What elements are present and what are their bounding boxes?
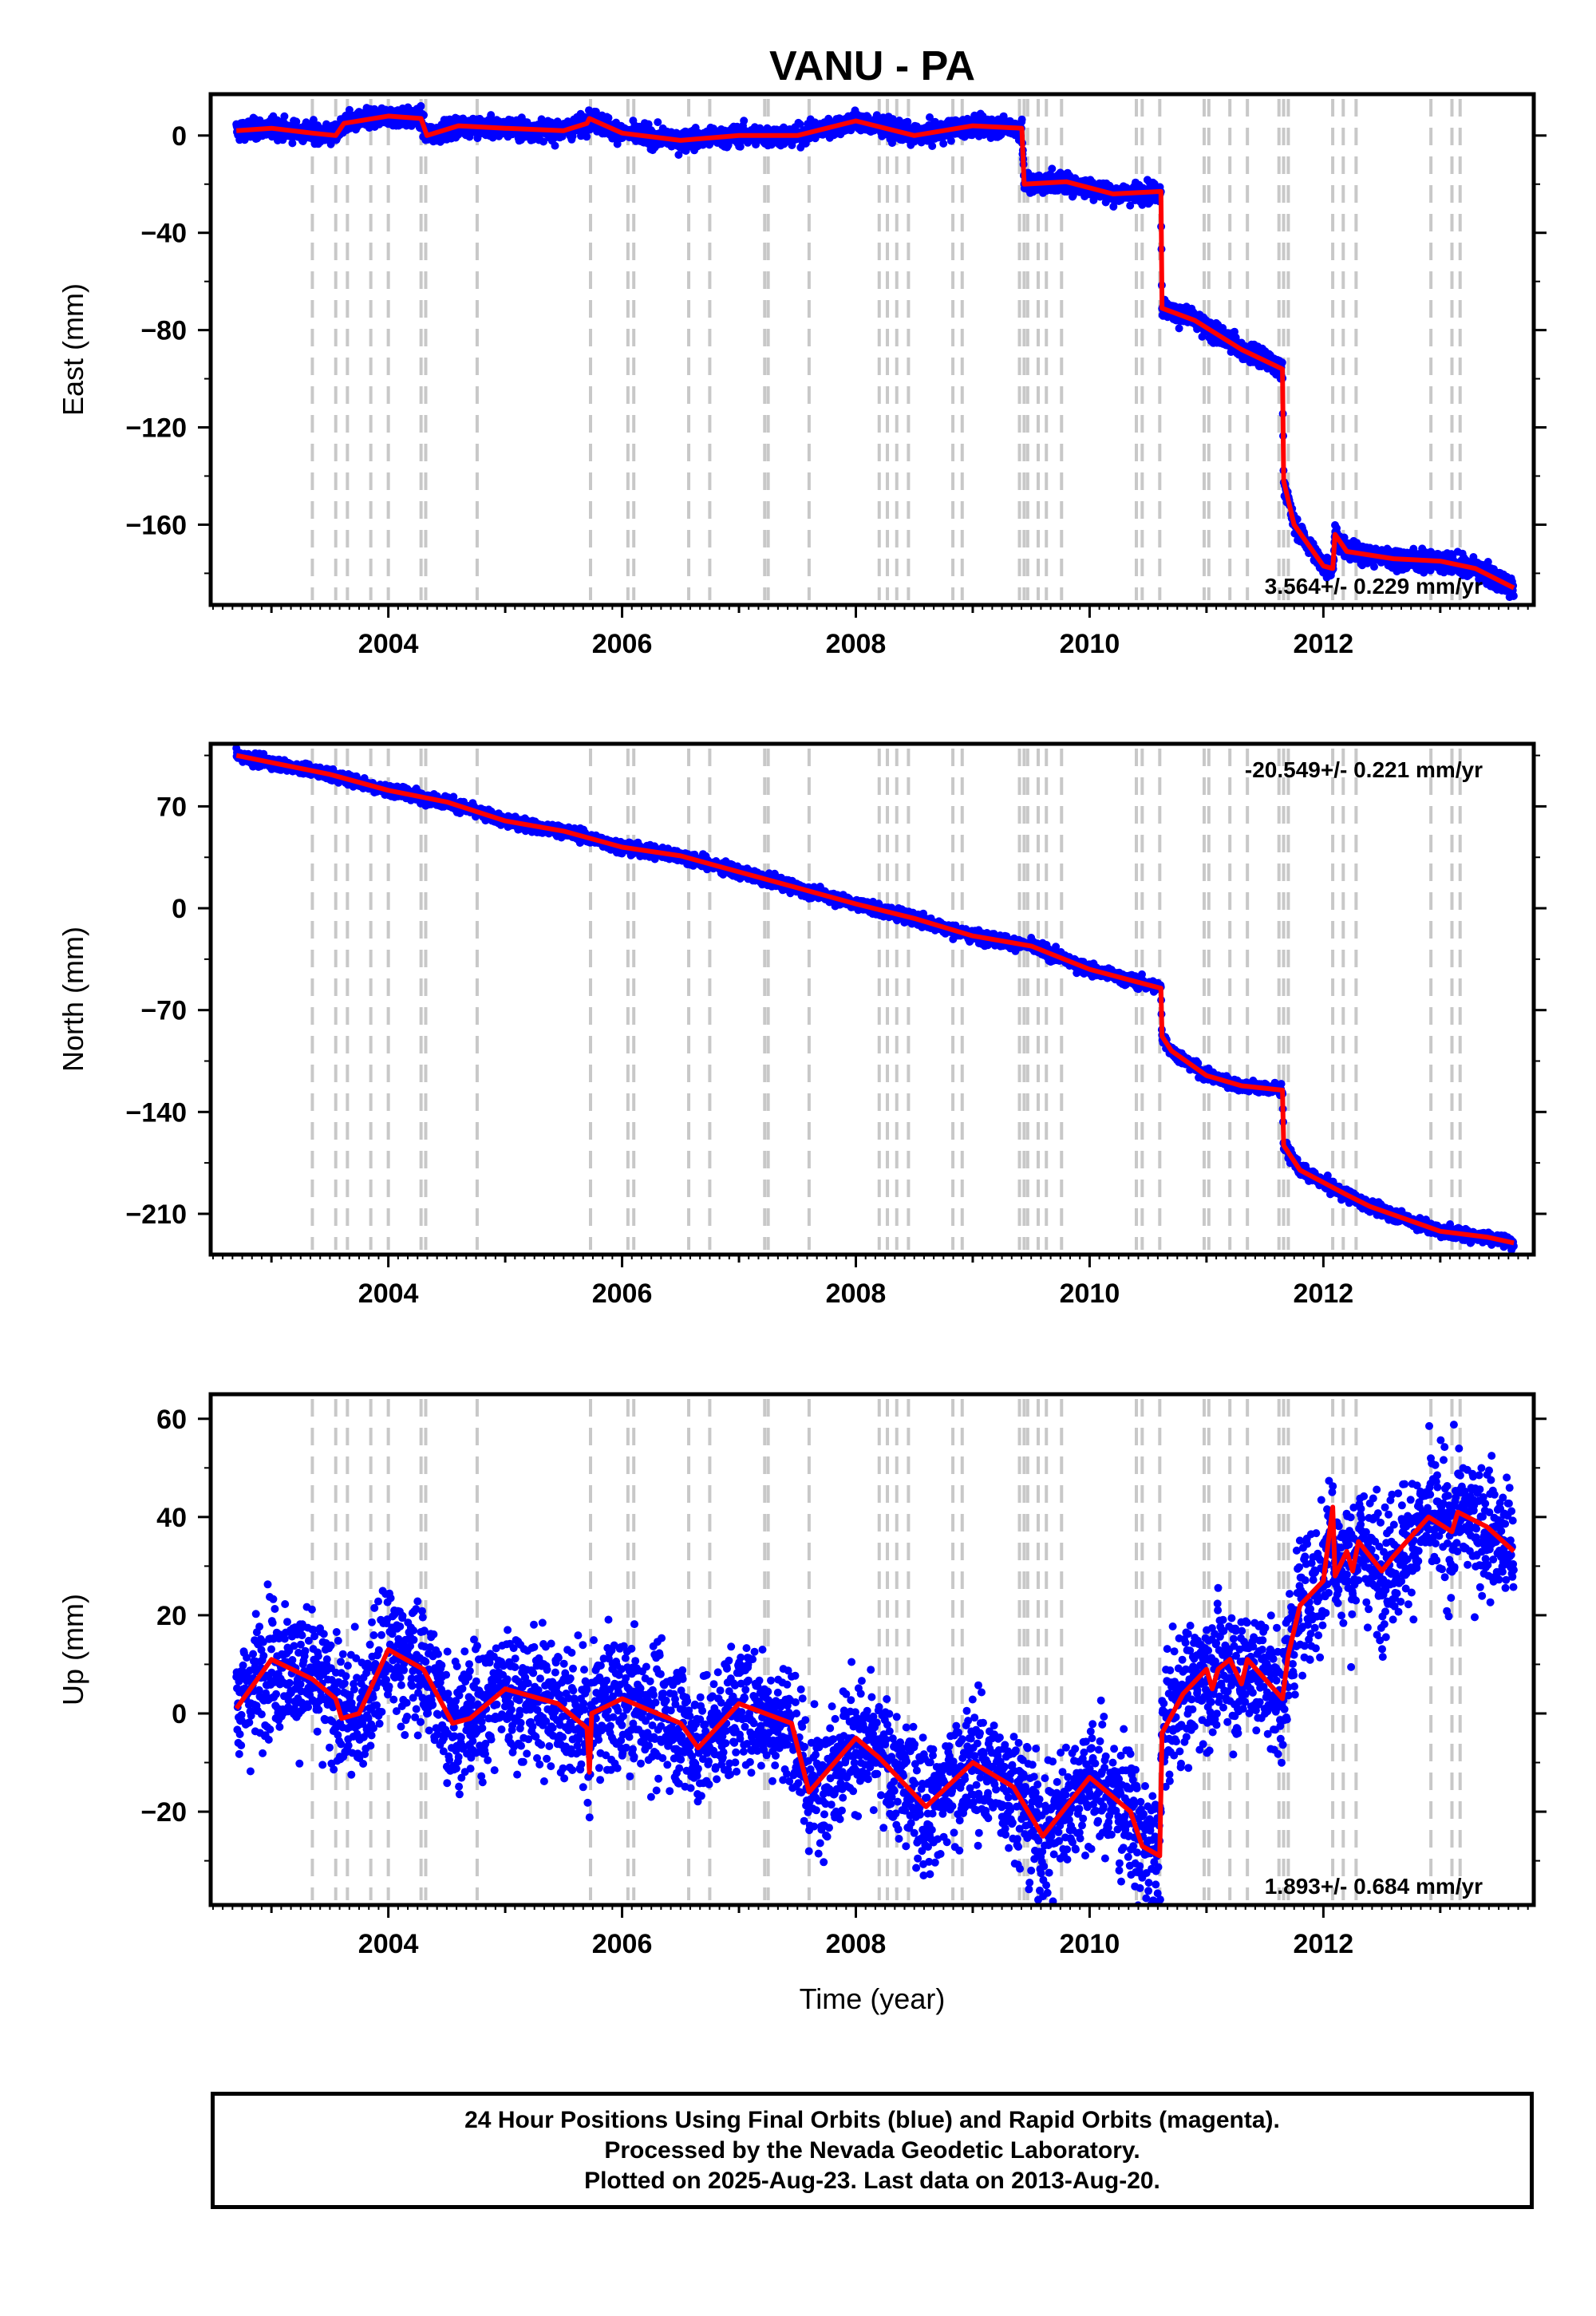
- x-tick-label: 2004: [358, 629, 419, 659]
- y-axis-label: East (mm): [57, 283, 89, 416]
- y-tick-label: −160: [125, 510, 187, 540]
- data-point: [1278, 358, 1286, 367]
- plot-frame: [208, 92, 1536, 607]
- data-point: [674, 151, 683, 159]
- y-tick-label: 0: [172, 121, 187, 152]
- data-point: [539, 137, 547, 146]
- data-point: [583, 132, 591, 141]
- data-point: [288, 139, 297, 148]
- x-tick-label: 2012: [1294, 629, 1354, 659]
- data-point: [928, 142, 937, 150]
- event-lines: [310, 99, 1462, 600]
- data-point: [926, 113, 934, 121]
- data-point: [1048, 164, 1057, 173]
- y-tick-label: −80: [140, 316, 187, 346]
- data-point: [796, 120, 804, 128]
- data-point: [1323, 553, 1331, 562]
- data-point: [939, 139, 948, 148]
- data-point: [946, 136, 955, 145]
- data-point: [1509, 591, 1518, 600]
- data-point: [740, 117, 749, 125]
- data-point: [417, 101, 425, 110]
- data-point: [345, 105, 354, 114]
- data-point: [872, 111, 881, 120]
- data-point: [1126, 201, 1135, 210]
- data-point: [488, 133, 497, 142]
- rate-label: 3.564+/- 0.229 mm/yr: [1265, 574, 1483, 599]
- data-point: [292, 117, 301, 126]
- panel-east: 0 −40 −80 −120 −160 2004 2006 2008 2010 2012 East …: [57, 92, 1547, 659]
- y-tick-label: −120: [125, 413, 187, 444]
- data-point: [644, 120, 653, 128]
- data-point: [280, 112, 289, 121]
- data-point: [309, 116, 318, 124]
- chart-title: VANU - PA: [769, 43, 975, 89]
- x-tick-label: 2008: [826, 629, 887, 659]
- data-point: [613, 140, 622, 148]
- data-point: [1175, 324, 1183, 333]
- observations: [232, 101, 1518, 602]
- y-tick-label: −40: [140, 219, 187, 249]
- data-point: [1017, 115, 1026, 124]
- data-point: [551, 141, 559, 150]
- data-point: [736, 142, 745, 151]
- model-line: [235, 113, 1515, 591]
- data-point: [487, 111, 496, 120]
- data-point: [654, 118, 662, 127]
- data-point: [449, 792, 458, 801]
- x-tick-label: 2006: [592, 629, 653, 659]
- data-point: [568, 132, 577, 140]
- x-tick-label: 2010: [1060, 629, 1120, 659]
- data-point: [604, 113, 613, 122]
- data-point: [1370, 563, 1378, 571]
